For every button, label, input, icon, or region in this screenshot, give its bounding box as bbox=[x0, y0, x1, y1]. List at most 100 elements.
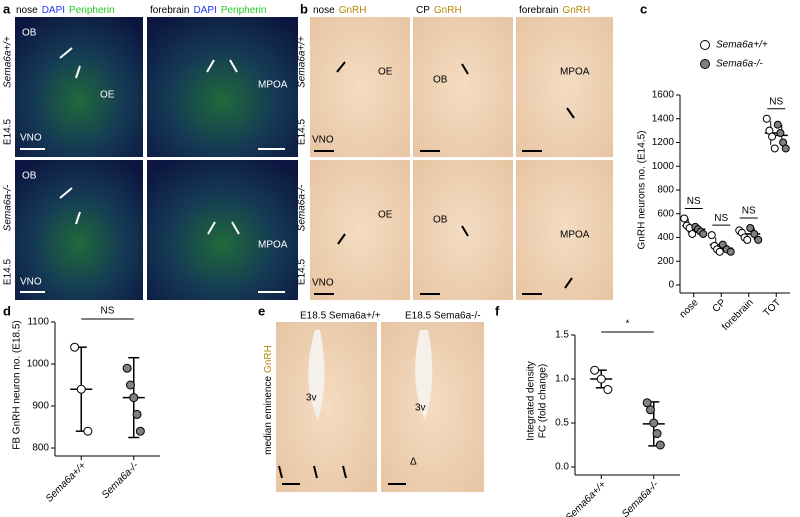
y-axis-label: GnRH neurons no. (E14.5) bbox=[637, 131, 648, 250]
data-point bbox=[603, 385, 613, 395]
micrograph bbox=[381, 322, 484, 492]
image-label: VNO bbox=[20, 133, 42, 144]
x-tick-label: Sema6a+/+ bbox=[44, 460, 88, 504]
header-word: forebrain bbox=[519, 5, 558, 16]
annotation: * bbox=[626, 319, 630, 330]
row-label: Sema6a+/+ bbox=[3, 36, 14, 88]
legend-label: Sema6a+/+ bbox=[716, 40, 768, 51]
micrograph bbox=[413, 160, 513, 300]
micrograph bbox=[15, 17, 143, 157]
arrows bbox=[314, 61, 575, 295]
data-point bbox=[776, 129, 785, 137]
panel-label: d bbox=[3, 303, 11, 318]
header-word: GnRH bbox=[339, 5, 367, 16]
data-point bbox=[715, 247, 724, 256]
header-word: DAPI bbox=[193, 5, 216, 16]
panel-label: b bbox=[300, 1, 308, 16]
micrograph bbox=[15, 160, 143, 300]
data-point bbox=[743, 235, 752, 244]
micrograph bbox=[276, 322, 377, 492]
image-header: CP GnRH bbox=[416, 5, 462, 16]
row-label: Sema6a-/- bbox=[3, 184, 14, 231]
image-label: VNO bbox=[312, 135, 334, 146]
legend-label: Sema6a-/- bbox=[716, 59, 763, 70]
image-label: MPOA bbox=[560, 67, 590, 78]
image-label: VNO bbox=[20, 277, 42, 288]
image-label: OE bbox=[378, 67, 393, 78]
data-point bbox=[590, 365, 600, 375]
data-point bbox=[773, 120, 782, 129]
data-point bbox=[125, 380, 135, 390]
data-point bbox=[83, 426, 93, 436]
data-point bbox=[649, 418, 659, 428]
header-word: Peripherin bbox=[69, 5, 115, 16]
micrograph bbox=[516, 160, 613, 300]
arrows bbox=[20, 47, 285, 293]
row-label: E14.5 bbox=[297, 118, 308, 145]
panel-label: e bbox=[258, 303, 265, 318]
data-point bbox=[596, 374, 606, 384]
ventricle bbox=[415, 330, 433, 420]
image-label: OE bbox=[378, 210, 393, 221]
micrograph bbox=[413, 17, 513, 157]
data-point bbox=[135, 426, 145, 436]
data-point bbox=[652, 429, 662, 439]
image-label: OB bbox=[22, 171, 37, 182]
data-point bbox=[70, 342, 80, 352]
x-tick-label: TOT bbox=[761, 297, 783, 319]
image-header: forebrain GnRH bbox=[519, 5, 590, 16]
data-point bbox=[699, 229, 708, 238]
image-label: 3v bbox=[306, 393, 317, 404]
annotation: NS bbox=[687, 196, 701, 207]
legend-swatch bbox=[700, 59, 710, 69]
image-label: OB bbox=[433, 215, 448, 226]
header-word: Peripherin bbox=[221, 5, 267, 16]
data-point bbox=[645, 405, 655, 415]
header-word: forebrain bbox=[150, 5, 189, 16]
x-tick-label: Sema6a-/- bbox=[620, 479, 661, 517]
image-label: Δ bbox=[410, 457, 417, 468]
y-tick-label: 1000 bbox=[652, 161, 675, 172]
y-tick-label: 800 bbox=[32, 443, 49, 454]
y-axis-label: FB GnRH neuron no. (E18.5) bbox=[12, 320, 23, 450]
y-tick-label: 1400 bbox=[652, 113, 675, 124]
y-tick-label: 200 bbox=[657, 256, 674, 267]
arrows bbox=[278, 465, 406, 485]
image-header: forebrain DAPI Peripherin bbox=[150, 5, 266, 16]
panel-a-images bbox=[15, 17, 298, 300]
header-word: CP bbox=[416, 5, 430, 16]
annotation: NS bbox=[742, 206, 756, 217]
panel-b-images bbox=[310, 17, 613, 300]
data-point bbox=[762, 114, 771, 123]
data-point bbox=[688, 229, 697, 238]
annotation: NS bbox=[714, 213, 728, 224]
header-word: nose bbox=[16, 5, 38, 16]
image-label: OE bbox=[100, 90, 115, 101]
y-tick-label: 1.5 bbox=[555, 330, 569, 341]
y-tick-label: 1100 bbox=[27, 317, 49, 328]
y-tick-label: 0 bbox=[668, 280, 674, 291]
side-word: median eminence bbox=[263, 375, 274, 454]
y-axis-label: Integrated density bbox=[526, 361, 537, 441]
image-header: nose DAPI Peripherin bbox=[16, 5, 115, 16]
y-tick-label: 1600 bbox=[652, 90, 675, 101]
x-tick-label: CP bbox=[711, 297, 729, 315]
data-point bbox=[680, 214, 689, 223]
data-point bbox=[726, 247, 735, 256]
data-point bbox=[770, 144, 779, 153]
image-label: OB bbox=[22, 28, 37, 39]
row-label: E14.5 bbox=[297, 258, 308, 285]
image-header: E18.5 Sema6a-/- bbox=[405, 311, 481, 322]
data-point bbox=[707, 231, 716, 240]
image-label: MPOA bbox=[258, 240, 288, 251]
y-tick-label: 0.5 bbox=[555, 418, 569, 429]
x-tick-label: Sema6a-/- bbox=[100, 460, 141, 501]
row-label: E14.5 bbox=[3, 118, 14, 145]
micrograph bbox=[147, 17, 298, 157]
image-label: MPOA bbox=[560, 230, 590, 241]
micrograph bbox=[516, 17, 613, 157]
y-tick-label: 900 bbox=[32, 401, 49, 412]
panel-label: c bbox=[640, 1, 647, 16]
